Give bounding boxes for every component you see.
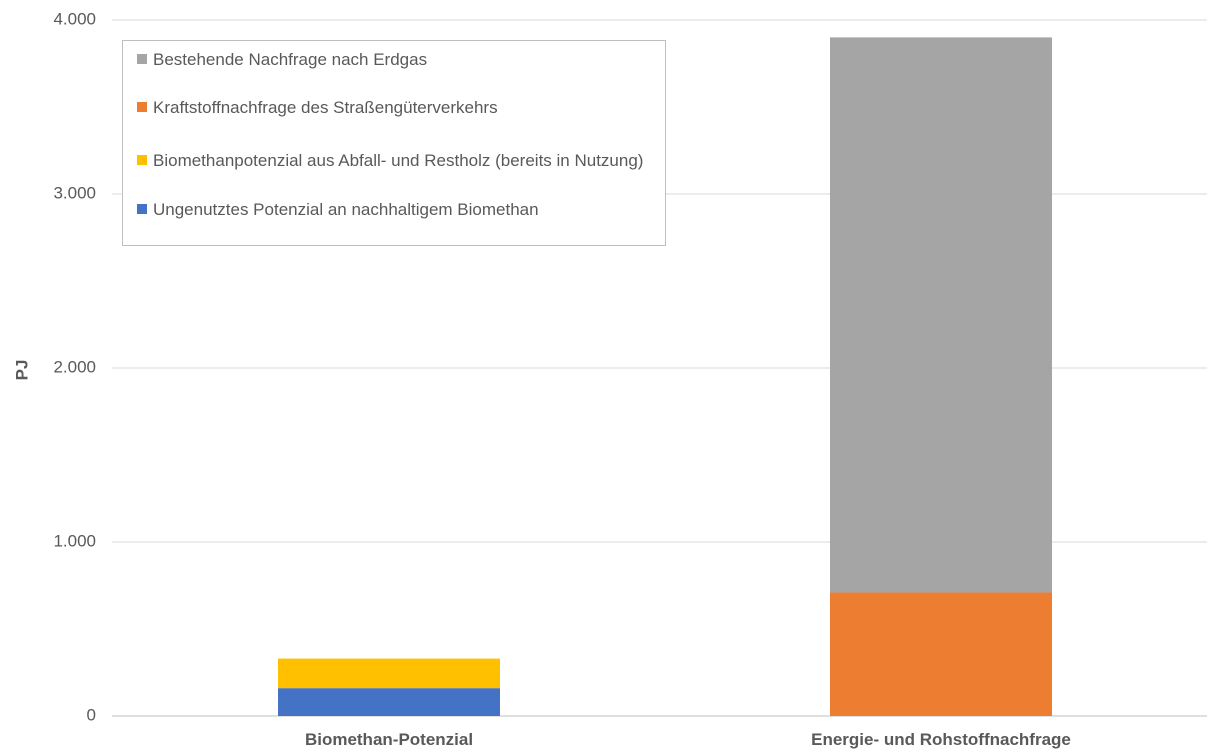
legend-label-ungenutzt: Ungenutztes Potenzial an nachhaltigem Bi… — [153, 200, 539, 219]
legend: Bestehende Nachfrage nach Erdgas Kraftst… — [122, 40, 666, 246]
bar-segment — [830, 37, 1052, 593]
y-tick-label: 4.000 — [53, 9, 96, 28]
x-tick-label: Biomethan-Potenzial — [305, 730, 473, 749]
y-tick-label: 3.000 — [53, 183, 96, 202]
x-tick-label: Energie- und Rohstoffnachfrage — [811, 730, 1071, 749]
bar-segment — [278, 688, 500, 716]
legend-swatch-kraftstoff — [137, 102, 147, 112]
legend-item-kraftstoff: Kraftstoffnachfrage des Straßengüterverk… — [137, 97, 657, 118]
legend-item-abfall-restholz: Biomethanpotenzial aus Abfall- und Resth… — [137, 150, 657, 171]
legend-swatch-ungenutzt — [137, 204, 147, 214]
bar-segment — [278, 658, 500, 689]
legend-swatch-abfall-restholz — [137, 155, 147, 165]
legend-label-erdgas: Bestehende Nachfrage nach Erdgas — [153, 50, 428, 69]
y-tick-label: 0 — [87, 705, 96, 724]
legend-item-ungenutzt: Ungenutztes Potenzial an nachhaltigem Bi… — [137, 199, 657, 220]
legend-label-abfall-restholz: Biomethanpotenzial aus Abfall- und Resth… — [153, 151, 644, 170]
bar-segment — [830, 592, 1052, 716]
y-axis-label: PJ — [12, 360, 31, 381]
legend-label-kraftstoff: Kraftstoffnachfrage des Straßengüterverk… — [153, 98, 498, 117]
y-tick-labels: 0 1.000 2.000 3.000 4.000 — [53, 9, 96, 724]
y-tick-label: 1.000 — [53, 531, 96, 550]
bars — [278, 37, 1052, 716]
legend-swatch-erdgas — [137, 54, 147, 64]
legend-item-erdgas: Bestehende Nachfrage nach Erdgas — [137, 49, 657, 70]
x-tick-labels: Biomethan-Potenzial Energie- und Rohstoff… — [305, 730, 1071, 749]
y-tick-label: 2.000 — [53, 357, 96, 376]
